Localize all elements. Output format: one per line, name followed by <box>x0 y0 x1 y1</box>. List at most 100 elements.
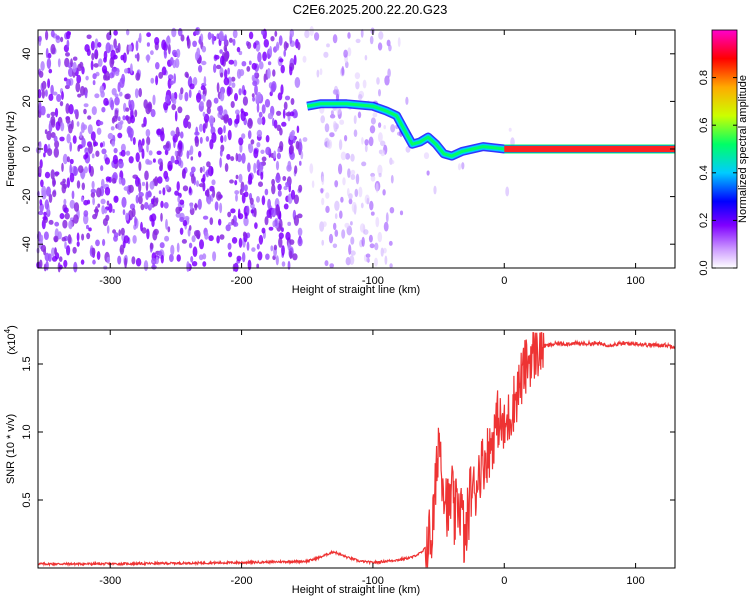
noise-dot <box>248 143 251 150</box>
noise-dot <box>158 190 162 195</box>
noise-dot <box>199 166 203 174</box>
signal-track <box>306 99 675 161</box>
noise-dot <box>146 143 149 153</box>
noise-dot <box>105 214 110 222</box>
noise-dot <box>198 123 204 132</box>
noise-dot <box>226 153 231 160</box>
noise-dot <box>264 188 269 196</box>
noise-dot <box>267 112 274 120</box>
noise-dot <box>149 242 154 250</box>
noise-dot <box>99 142 104 148</box>
noise-dot <box>170 155 175 164</box>
noise-dot <box>241 133 246 140</box>
noise-dot <box>207 199 212 205</box>
y-tick-label: 1.5 <box>21 356 33 371</box>
noise-dot <box>261 156 267 162</box>
noise-dot <box>60 36 64 43</box>
noise-dot <box>297 237 303 247</box>
noise-dot <box>326 43 330 48</box>
noise-dot <box>298 184 303 193</box>
noise-dot <box>227 242 232 250</box>
noise-dot <box>132 137 136 145</box>
noise-dot <box>118 229 121 237</box>
spectrogram-y-label: Frequency (Hz) <box>5 111 17 187</box>
noise-dot <box>163 49 167 59</box>
noise-dot <box>383 221 389 232</box>
noise-dot <box>191 173 195 184</box>
noise-dot <box>215 64 222 70</box>
noise-dot <box>87 115 92 120</box>
noise-dot <box>174 190 180 196</box>
noise-dot <box>224 163 229 172</box>
noise-dot <box>130 63 133 74</box>
noise-dot <box>101 178 105 189</box>
noise-dot <box>229 179 234 184</box>
noise-dot <box>94 52 98 60</box>
noise-dot <box>81 233 85 241</box>
noise-dot <box>68 104 74 115</box>
noise-dot <box>249 197 254 205</box>
noise-dot <box>174 159 180 165</box>
noise-dot <box>256 263 260 269</box>
noise-dot <box>182 185 189 192</box>
noise-dot <box>96 127 102 135</box>
noise-dot <box>42 216 48 221</box>
noise-dot <box>73 214 79 224</box>
noise-dot <box>237 153 242 163</box>
noise-dot <box>186 38 191 49</box>
noise-dot <box>211 33 215 45</box>
noise-dot <box>289 239 295 245</box>
noise-dot <box>213 63 217 73</box>
noise-dot <box>341 66 345 76</box>
noise-dot <box>201 60 207 66</box>
noise-dot <box>370 175 376 182</box>
noise-dot <box>114 71 120 77</box>
noise-dot <box>76 121 80 127</box>
noise-dot <box>198 254 204 261</box>
x-tick-label: 0 <box>501 275 507 287</box>
noise-dot <box>202 174 206 183</box>
noise-dot <box>125 107 130 112</box>
noise-dot <box>88 143 93 155</box>
noise-dot <box>113 232 119 238</box>
noise-dot <box>155 75 159 86</box>
noise-dot <box>129 99 135 111</box>
noise-dot <box>117 116 121 122</box>
noise-dot <box>263 73 267 83</box>
noise-dot <box>39 199 43 206</box>
noise-dot <box>287 221 292 226</box>
noise-dot <box>277 92 283 101</box>
noise-dot <box>290 98 295 105</box>
noise-dot <box>188 89 192 98</box>
noise-dot <box>47 148 53 157</box>
noise-dot <box>90 188 97 194</box>
y-tick-label: 1.0 <box>21 424 33 439</box>
noise-dot <box>281 245 285 256</box>
noise-dot <box>212 188 216 198</box>
noise-dot <box>304 29 310 39</box>
noise-dot <box>41 80 47 90</box>
noise-dot <box>332 89 338 95</box>
noise-dot <box>65 116 71 124</box>
noise-dot <box>219 234 225 240</box>
noise-dot <box>376 77 380 85</box>
noise-dot <box>202 123 206 134</box>
noise-dot <box>231 82 236 88</box>
noise-dot <box>91 153 95 159</box>
noise-dot <box>171 103 176 111</box>
noise-dot <box>192 76 198 86</box>
noise-dot <box>44 171 51 179</box>
noise-dot <box>340 151 347 161</box>
noise-dot <box>170 244 175 256</box>
noise-dot <box>324 123 330 133</box>
noise-dot <box>282 176 287 181</box>
noise-dot <box>135 72 141 81</box>
noise-dot <box>181 239 187 244</box>
noise-dot <box>86 34 92 40</box>
noise-dot <box>354 188 359 198</box>
noise-dot <box>238 50 243 56</box>
noise-dot <box>254 222 258 230</box>
noise-dot <box>296 125 300 134</box>
noise-dot <box>59 136 65 142</box>
noise-dot <box>302 55 307 63</box>
